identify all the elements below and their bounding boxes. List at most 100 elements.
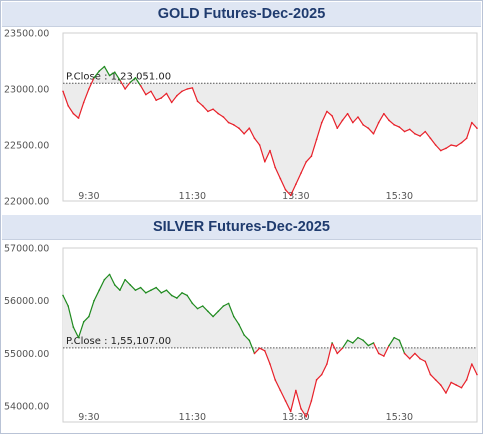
price-segment xyxy=(435,379,442,386)
x-tick-label: 9:30 xyxy=(78,191,99,202)
price-point xyxy=(170,294,173,297)
price-point xyxy=(424,360,427,363)
price-segment xyxy=(145,90,152,96)
price-point xyxy=(476,127,478,129)
price-segment xyxy=(352,116,359,124)
price-point xyxy=(98,289,101,291)
price-segment xyxy=(450,381,457,386)
price-point xyxy=(108,273,111,276)
price-segment xyxy=(331,115,338,129)
price-segment xyxy=(440,384,447,394)
price-segment xyxy=(279,390,287,402)
price-point xyxy=(295,183,297,185)
price-segment xyxy=(119,279,126,291)
price-point xyxy=(274,166,276,169)
price-point xyxy=(88,315,90,318)
price-segment xyxy=(404,353,411,360)
price-point xyxy=(398,339,401,342)
price-segment xyxy=(295,390,302,409)
price-point xyxy=(460,141,463,144)
price-point xyxy=(258,347,261,349)
price-point xyxy=(72,326,75,328)
y-tick-label: 22500.00 xyxy=(4,141,49,152)
price-point xyxy=(289,410,292,413)
price-segment xyxy=(259,347,266,352)
gold-panel: GOLD Futures-Dec-2025 23500.00 23000.00 22… xyxy=(2,2,481,213)
price-point xyxy=(160,292,163,294)
price-segment xyxy=(254,347,261,354)
price-segment xyxy=(202,305,209,312)
price-point xyxy=(398,126,401,128)
price-point xyxy=(269,363,271,365)
price-segment xyxy=(466,122,473,139)
price-segment xyxy=(305,400,312,417)
price-point xyxy=(305,415,308,418)
price-point xyxy=(77,117,80,119)
price-segment xyxy=(284,400,292,412)
price-segment xyxy=(207,310,214,317)
price-segment xyxy=(383,345,390,357)
price-point xyxy=(434,379,437,381)
price-point xyxy=(165,289,168,291)
price-segment xyxy=(310,139,318,157)
price-segment xyxy=(155,97,162,101)
price-segment xyxy=(279,178,287,191)
price-segment xyxy=(217,113,224,118)
price-segment xyxy=(264,150,271,163)
price-point xyxy=(476,373,478,376)
y-tick-label: 57000.00 xyxy=(4,244,49,255)
price-segment xyxy=(367,127,374,135)
price-point xyxy=(455,145,458,147)
price-segment xyxy=(207,108,214,112)
price-segment xyxy=(316,122,323,140)
price-point xyxy=(93,77,95,79)
price-segment xyxy=(321,363,328,375)
price-segment xyxy=(181,292,188,296)
price-segment xyxy=(83,316,90,323)
price-point xyxy=(72,112,75,115)
price-segment xyxy=(393,124,400,128)
price-point xyxy=(284,400,287,402)
price-point xyxy=(124,278,126,281)
price-point xyxy=(227,302,230,305)
price-segment xyxy=(77,321,85,338)
price-point xyxy=(82,321,85,323)
price-point xyxy=(212,315,214,318)
price-segment xyxy=(155,287,162,294)
price-point xyxy=(346,112,349,115)
area-fill xyxy=(63,274,477,417)
price-segment xyxy=(103,66,111,76)
price-segment xyxy=(197,100,204,107)
price-point xyxy=(377,121,380,124)
x-tick-label: 15:30 xyxy=(386,412,413,423)
price-point xyxy=(103,278,106,281)
price-point xyxy=(264,350,266,352)
price-point xyxy=(300,172,302,174)
price-segment xyxy=(362,339,369,346)
price-point xyxy=(113,71,116,73)
price-segment xyxy=(109,71,116,77)
price-segment xyxy=(62,91,69,107)
price-point xyxy=(362,124,364,126)
silver-chart: 57000.00 56000.00 55000.00 54000.00 9:30 11:3… xyxy=(4,244,478,423)
price-segment xyxy=(274,379,281,391)
price-segment xyxy=(187,87,193,90)
price-segment xyxy=(212,108,219,115)
y-tick-label: 23000.00 xyxy=(4,85,49,96)
price-point xyxy=(93,299,95,302)
price-segment xyxy=(222,116,230,124)
price-point xyxy=(419,135,421,137)
price-point xyxy=(357,336,359,339)
price-point xyxy=(103,65,106,68)
price-point xyxy=(150,289,152,291)
price-segment xyxy=(62,295,69,307)
x-tick-label: 11:30 xyxy=(179,191,206,202)
y-tick-label: 55000.00 xyxy=(4,349,49,360)
price-point xyxy=(331,342,333,344)
area-fill xyxy=(63,66,477,196)
price-segment xyxy=(145,289,152,294)
price-point xyxy=(88,88,90,90)
price-point xyxy=(155,286,157,289)
price-segment xyxy=(419,358,426,362)
price-segment xyxy=(150,90,157,101)
